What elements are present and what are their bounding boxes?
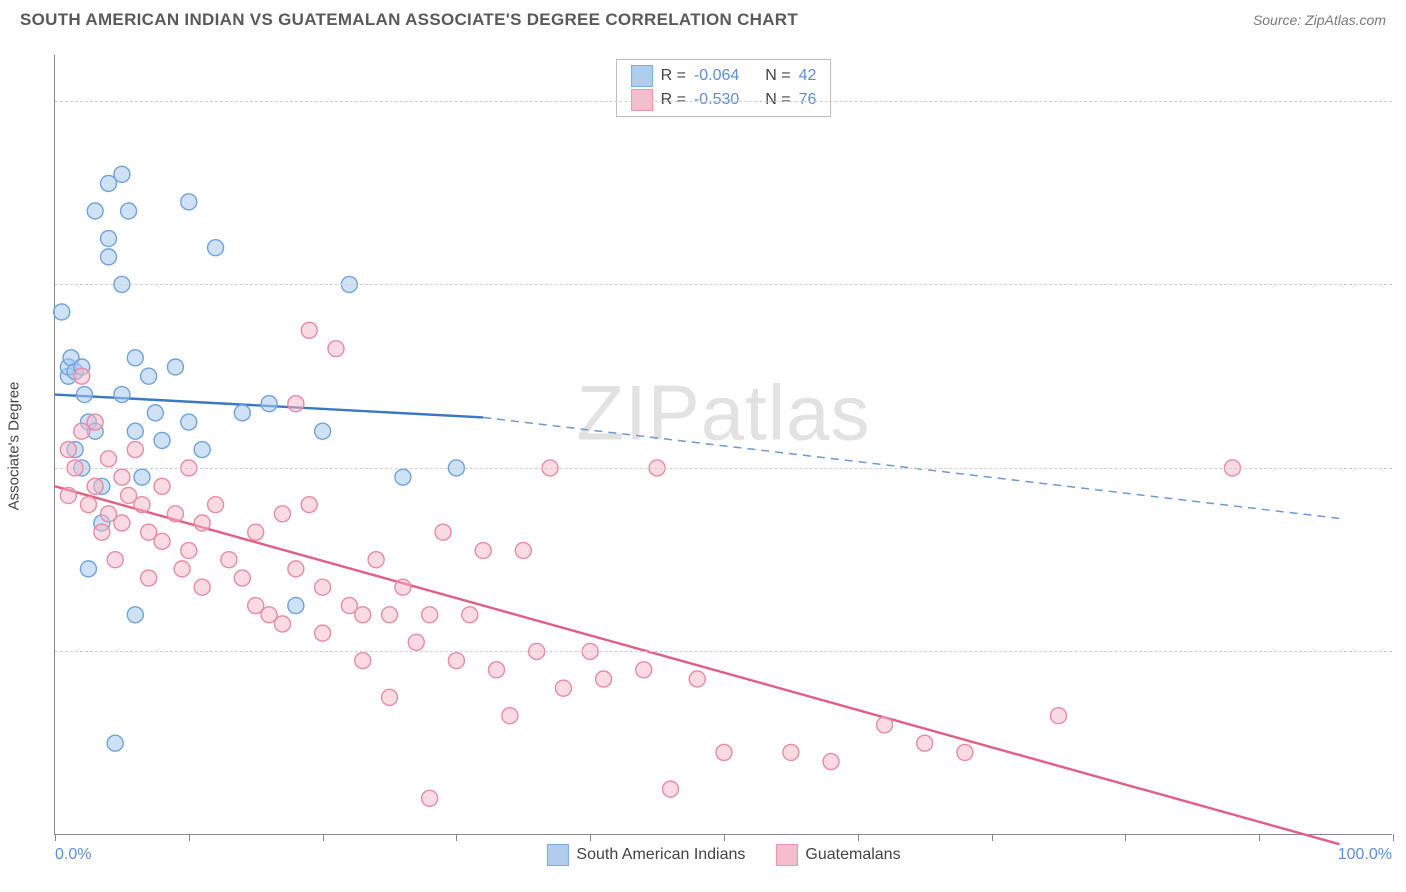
legend-swatch-b (775, 844, 797, 866)
legend-label-a: South American Indians (576, 846, 745, 864)
y-tick-label: 60.0% (1398, 275, 1406, 293)
scatter-plot-svg (55, 55, 1392, 834)
stat-label-r: R = (661, 67, 686, 85)
x-tick (858, 834, 859, 841)
x-tick (189, 834, 190, 841)
stat-r-a: -0.064 (694, 67, 739, 85)
x-tick (55, 834, 56, 841)
legend: South American Indians Guatemalans (546, 844, 900, 866)
legend-item-series-a: South American Indians (546, 844, 745, 866)
x-tick (1393, 834, 1394, 841)
x-axis-max-label: 100.0% (1338, 846, 1392, 864)
chart-title: SOUTH AMERICAN INDIAN VS GUATEMALAN ASSO… (20, 10, 798, 30)
source-attribution: Source: ZipAtlas.com (1253, 12, 1386, 28)
gridline (55, 468, 1392, 469)
legend-label-b: Guatemalans (805, 846, 900, 864)
correlation-stats-box: R = -0.064 N = 42 R = -0.530 N = 76 (616, 59, 832, 117)
stat-label-n: N = (765, 67, 790, 85)
y-axis-label: Associate's Degree (6, 382, 23, 511)
stats-row-series-a: R = -0.064 N = 42 (631, 64, 817, 88)
x-axis-min-label: 0.0% (55, 846, 91, 864)
x-tick (456, 834, 457, 841)
legend-item-series-b: Guatemalans (775, 844, 900, 866)
x-tick (590, 834, 591, 841)
gridline (55, 101, 1392, 102)
stat-n-a: 42 (799, 67, 817, 85)
swatch-series-a (631, 65, 653, 87)
y-tick-label: 80.0% (1398, 92, 1406, 110)
x-tick (323, 834, 324, 841)
x-tick (992, 834, 993, 841)
x-tick (724, 834, 725, 841)
x-tick (1259, 834, 1260, 841)
y-tick-label: 40.0% (1398, 459, 1406, 477)
gridline (55, 651, 1392, 652)
header: SOUTH AMERICAN INDIAN VS GUATEMALAN ASSO… (0, 0, 1406, 36)
gridline (55, 284, 1392, 285)
x-tick (1125, 834, 1126, 841)
chart-plot-area: ZIPatlas R = -0.064 N = 42 R = -0.530 N … (54, 55, 1392, 835)
legend-swatch-a (546, 844, 568, 866)
y-tick-label: 20.0% (1398, 642, 1406, 660)
